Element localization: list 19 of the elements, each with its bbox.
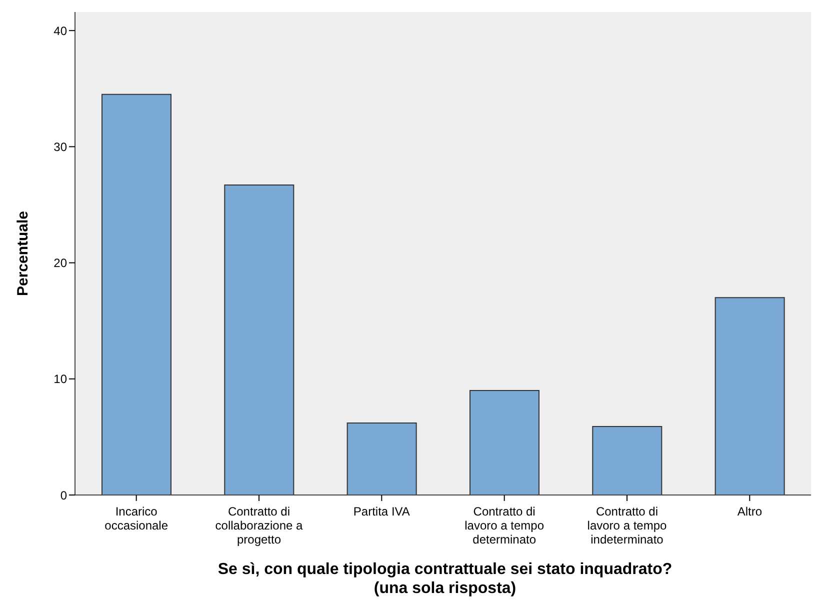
- bar: [346, 422, 417, 495]
- y-tick-label: 20: [54, 256, 68, 270]
- y-tick-label: 40: [54, 24, 68, 38]
- x-tick-label: Altro: [737, 504, 762, 519]
- bar: [224, 184, 294, 495]
- bar: [714, 297, 785, 495]
- bar: [592, 426, 662, 495]
- y-tick-label: 10: [54, 372, 68, 386]
- y-axis-title: Percentuale: [14, 210, 32, 296]
- x-tick-label: Contratto di lavoro a tempo determinato: [464, 504, 544, 547]
- x-tick-label: Partita IVA: [353, 504, 410, 519]
- bar: [469, 390, 540, 495]
- x-tick-label: Contratto di collaborazione a progetto: [215, 504, 304, 547]
- x-tick-label: Contratto di lavoro a tempo indeterminato: [587, 504, 668, 547]
- x-tick-label: Incarico occasionale: [104, 504, 168, 533]
- y-tick-label: 0: [60, 488, 68, 502]
- x-axis-title: Se sì, con quale tipologia contrattuale sei stato inquadrato? (una sola risposta): [216, 560, 674, 598]
- y-tick-label: 30: [54, 140, 68, 154]
- bar: [101, 94, 172, 495]
